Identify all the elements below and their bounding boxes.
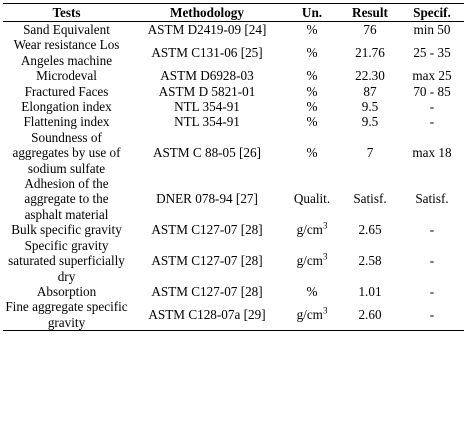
methodology-cell: ASTM D 5821-01 <box>158 83 256 99</box>
header-tests: Tests <box>3 3 130 22</box>
specification-cell: - <box>429 99 435 115</box>
test-cell: Fractured Faces <box>24 83 109 99</box>
specification-cell: Satisf. <box>415 191 449 207</box>
unit-text: % <box>306 68 318 84</box>
result-cell: 9.5 <box>361 99 379 115</box>
table-row: Adhesion of the aggregate to the asphalt… <box>3 176 464 222</box>
unit-text: % <box>306 114 318 130</box>
result-cell: 76 <box>363 22 377 37</box>
test-cell: Fine aggregate specific gravity <box>3 299 130 332</box>
unit-cell: % <box>284 99 340 114</box>
unit-cell: % <box>284 84 340 99</box>
header-unit: Un. <box>284 3 340 22</box>
methodology-cell: DNER 078-94 [27] <box>156 191 258 207</box>
specification-cell: - <box>429 283 435 299</box>
table-row: Sand Equivalent ASTM D2419-09 [24]% 76 min … <box>3 22 464 38</box>
unit-cell: % <box>284 114 340 129</box>
unit-text: % <box>306 145 318 161</box>
specification-cell: 25 - 35 <box>413 45 451 61</box>
header-specification: Specif. <box>400 3 464 22</box>
table-row: Fine aggregate specific gravity ASTM C128… <box>3 299 464 332</box>
unit-superscript: 3 <box>322 251 328 262</box>
methodology-cell: ASTM C127-07 [28] <box>151 253 263 269</box>
unit-cell: % <box>284 284 340 299</box>
unit-cell: % <box>284 68 340 83</box>
header-row: Tests Methodology Un. Result Specif. <box>3 3 464 22</box>
specification-cell: 70 - 85 <box>413 83 451 99</box>
test-cell: Specific gravity saturated superficially… <box>8 237 125 284</box>
unit-cell: g/cm3 <box>284 220 340 238</box>
unit-text: g/cm <box>296 222 323 238</box>
methodology-cell: ASTM D2419-09 [24] <box>147 22 267 37</box>
result-cell: 2.65 <box>358 222 382 238</box>
unit-text: % <box>306 99 318 115</box>
result-cell: 1.01 <box>358 283 382 299</box>
unit-text: % <box>306 22 318 37</box>
table-row: Elongation index NTL 354-91% 9.5 - <box>3 99 464 114</box>
table-row: Fractured Faces ASTM D 5821-01% 87 70 - 85 <box>3 84 464 99</box>
specification-cell: - <box>429 114 435 130</box>
unit-cell: Qualit. <box>284 176 340 222</box>
result-cell: Satisf. <box>353 191 387 207</box>
methodology-cell: ASTM C 88-05 [26] <box>152 145 262 161</box>
specification-cell: - <box>429 222 435 238</box>
test-cell: Flattening index <box>23 114 110 130</box>
header-result: Result <box>340 3 400 22</box>
unit-cell: % <box>284 130 340 176</box>
specification-cell: max 25 <box>412 68 452 84</box>
result-cell: 2.58 <box>358 253 382 269</box>
header-methodology: Methodology <box>130 3 284 22</box>
unit-superscript: 3 <box>322 220 328 231</box>
table-body: Sand Equivalent ASTM D2419-09 [24]% 76 min … <box>3 22 464 332</box>
methodology-cell: ASTM C128-07a [29] <box>130 299 284 332</box>
unit-cell: % <box>284 37 340 68</box>
specification-cell: - <box>400 299 464 332</box>
table-row: Soundness of aggregates by use of sodium… <box>3 130 464 176</box>
unit-text: g/cm <box>296 307 323 323</box>
unit-text: g/cm <box>296 253 323 269</box>
unit-cell: g/cm3 <box>284 299 340 332</box>
specification-cell: max 18 <box>412 145 452 161</box>
test-cell: Absorption <box>36 283 97 299</box>
unit-cell: % <box>284 22 340 38</box>
unit-cell: g/cm3 <box>284 238 340 284</box>
test-cell: Soundness of aggregates by use of sodium… <box>12 129 121 176</box>
specification-cell: - <box>429 253 435 269</box>
test-cell: Elongation index <box>21 99 112 115</box>
result-cell: 22.30 <box>355 68 385 84</box>
result-cell: 87 <box>363 83 377 99</box>
table-row: Wear resistance Los Angeles machine ASTM … <box>3 37 464 68</box>
unit-superscript: 3 <box>322 305 328 316</box>
methodology-cell: ASTM C131-06 [25] <box>151 45 263 61</box>
unit-text: % <box>306 45 318 61</box>
unit-text: % <box>306 283 318 299</box>
aggregate-properties-table: Tests Methodology Un. Result Specif. San… <box>3 3 464 332</box>
table-row: Bulk specific gravity ASTM C127-07 [28] g/… <box>3 220 464 238</box>
table-row: Specific gravity saturated superficially… <box>3 238 464 284</box>
result-cell: 2.60 <box>340 299 400 332</box>
test-cell: Bulk specific gravity <box>11 222 122 238</box>
methodology-cell: NTL 354-91 <box>174 114 240 130</box>
table-header: Tests Methodology Un. Result Specif. <box>3 3 464 22</box>
table-row: Absorption ASTM C127-07 [28]% 1.01 - <box>3 284 464 299</box>
table-row: Microdeval ASTM D6928-03% 22.30 max 25 <box>3 68 464 83</box>
test-cell: Microdeval <box>36 68 97 84</box>
methodology-cell: ASTM C127-07 [28] <box>151 283 263 299</box>
result-cell: 9.5 <box>361 114 379 130</box>
methodology-cell: ASTM C127-07 [28] <box>151 222 263 238</box>
methodology-cell: NTL 354-91 <box>174 99 240 115</box>
result-cell: 21.76 <box>355 45 385 61</box>
test-cell: Wear resistance Los Angeles machine <box>13 37 120 68</box>
table-row: Flattening index NTL 354-91% 9.5 - <box>3 114 464 129</box>
unit-text: Qualit. <box>293 191 331 207</box>
methodology-cell: ASTM D6928-03 <box>160 68 254 84</box>
specification-cell: min 50 <box>413 22 451 37</box>
test-cell: Sand Equivalent <box>23 22 110 37</box>
result-cell: 7 <box>366 145 374 161</box>
test-cell: Adhesion of the aggregate to the asphalt… <box>24 176 109 222</box>
unit-text: % <box>306 83 318 99</box>
